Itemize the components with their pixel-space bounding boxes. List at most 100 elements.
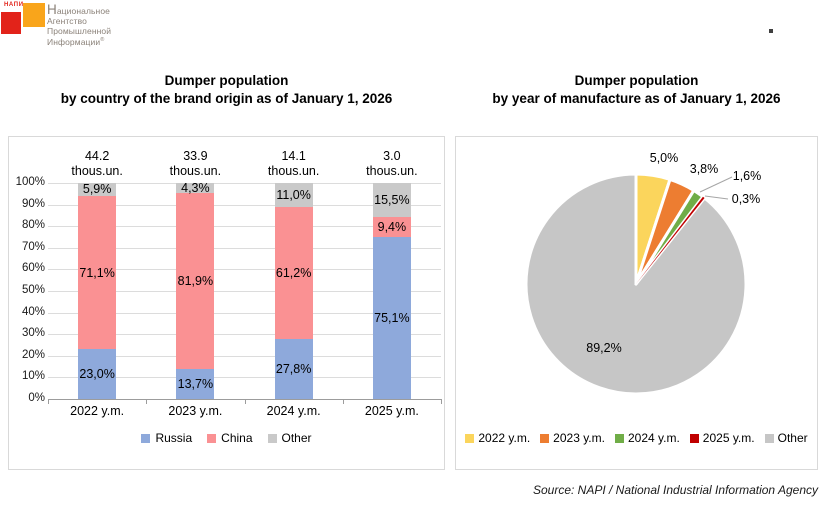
x-axis-category-label: 2022 y.m. [70, 404, 125, 418]
gridline [48, 312, 441, 314]
napi-acronym-text: НАПИ [4, 2, 24, 8]
bar-segment-other: 4,3% [176, 180, 215, 195]
bar: 13,7% 81,9% 4,3% [176, 180, 215, 399]
y-axis-tick-label: 70% [21, 240, 45, 253]
legend-label: 2022 y.m. [478, 431, 531, 445]
legend-label: China [221, 431, 253, 445]
x-axis-category-label: 2023 y.m. [168, 404, 223, 418]
pie-slice-2024-y-m- [634, 188, 705, 286]
y-axis-tick-label: 40% [21, 305, 45, 318]
bar-total-value: 14.1 [281, 149, 306, 163]
legend-marker [207, 433, 217, 443]
bar-segment-label: 5,9% [82, 182, 112, 197]
bar-segment-other: 11,0% [274, 183, 313, 207]
legend-item-2024-y-m-: 2024 y.m. [614, 431, 680, 445]
bar: 75,1% 9,4% 15,5% [372, 183, 411, 399]
legend-label: 2023 y.m. [553, 431, 605, 445]
bar-total-label: 44.2 thous.un. [48, 149, 146, 179]
bar-total-unit: thous.un. [267, 164, 320, 178]
gridline [48, 247, 441, 249]
y-axis-tick-label: 60% [21, 262, 45, 275]
legend-label: 2024 y.m. [627, 431, 680, 445]
bar-total-value: 33.9 [183, 149, 208, 163]
pie-percent-label: 89,2% [586, 341, 622, 355]
legend-item-2022-y-m-: 2022 y.m. [465, 431, 530, 445]
source-note: Source: NAPI / National Industrial Infor… [532, 483, 818, 497]
bar-segment-other: 5,9% [78, 182, 117, 197]
gridline [48, 269, 441, 271]
legend-marker [465, 433, 475, 443]
legend-marker [540, 433, 550, 443]
y-axis-tick-label: 30% [21, 327, 45, 340]
pie-percent-label: 1,6% [732, 169, 762, 183]
gridline [48, 226, 441, 228]
bar-segment-russia: 75,1% [372, 236, 411, 399]
x-axis-tick [441, 399, 442, 404]
legend-marker [141, 433, 151, 443]
napi-logo: НАПИ Национальное Агентство Промышленной… [0, 0, 170, 56]
legend-item-2025-y-m-: 2025 y.m. [689, 431, 755, 445]
legend-item-2023-y-m-: 2023 y.m. [540, 431, 605, 445]
pie-leader-line [699, 176, 733, 193]
bar-segment-other: 15,5% [372, 183, 411, 217]
legend-marker [689, 433, 699, 443]
y-axis-tick-label: 90% [21, 197, 45, 210]
legend-item-other: Other [267, 431, 312, 445]
bar-segment-russia: 23,0% [78, 349, 117, 399]
bar-segment-russia: 13,7% [176, 369, 215, 399]
y-axis-tick-label: 100% [15, 176, 45, 188]
bar-segment-label: 61,2% [275, 265, 312, 280]
bar-total-value: 44.2 [84, 149, 110, 163]
bar-total-unit: thous.un. [169, 164, 222, 178]
bar-segment-label: 11,0% [276, 187, 311, 202]
bar-total-value: 3.0 [383, 149, 401, 163]
napi-orange-square-icon [23, 3, 45, 27]
legend-item-russia: Russia [141, 431, 192, 445]
pie-slice-2025-y-m- [636, 196, 705, 284]
x-axis-line [48, 399, 441, 400]
pie-legend: 2022 y.m. 2023 y.m. 2024 y.m. 2025 y.m. Othe… [456, 431, 817, 445]
bar-segment-label: 9,4% [377, 219, 407, 234]
pie-leader-line [704, 195, 729, 200]
legend-marker [764, 433, 774, 443]
legend-label: Other [281, 431, 312, 445]
y-axis-tick-label: 10% [21, 370, 45, 383]
bar-total-unit: thous.un. [71, 164, 123, 178]
bar: 27,8% 61,2% 11,0% [274, 183, 313, 399]
legend-label: Other [777, 431, 808, 445]
bar-total-label: 3.0 thous.un. [343, 149, 441, 179]
pie-chart-svg [524, 172, 748, 396]
bar-segment-label: 23,0% [79, 367, 115, 382]
y-axis-tick-label: 0% [28, 392, 45, 404]
bar-segment-label: 13,7% [177, 377, 214, 392]
pie-chart-title: Dumper population by year of manufacture… [492, 73, 781, 106]
bar-segment-china: 71,1% [78, 195, 117, 350]
bar-chart-panel: 0% 10% 20% 30% 40% 50% 60% 70% 80% 90% 100% 23,0% 71… [8, 136, 445, 470]
header-dot [769, 29, 773, 33]
bar-segment-label: 4,3% [181, 180, 210, 195]
bar-segment-russia: 27,8% [274, 338, 313, 399]
bar-segment-label: 81,9% [177, 273, 214, 288]
bar-segment-label: 75,1% [374, 310, 410, 325]
pie-chart-panel: 5,0% 3,8% 1,6% 0,3% 89,2% 2022 y.m. 2023 y.m. 2… [455, 136, 818, 470]
pie-percent-label: 0,3% [731, 192, 761, 206]
bar-legend: Russia China Other [9, 431, 444, 445]
gridline [48, 355, 441, 357]
gridline [48, 291, 441, 292]
x-axis-category-label: 2025 y.m. [364, 404, 419, 418]
bar-chart-title: Dumper population by country of the bran… [60, 73, 393, 106]
x-axis-category-label: 2024 y.m. [266, 404, 321, 418]
x-axis-tick [146, 399, 148, 404]
bar-segment-china: 61,2% [274, 206, 313, 339]
gridline [48, 183, 441, 184]
bar-segment-label: 27,8% [275, 361, 312, 376]
y-axis-tick-label: 50% [21, 284, 45, 296]
bar: 23,0% 71,1% 5,9% [78, 182, 117, 399]
bar-segment-china: 9,4% [372, 216, 411, 237]
bar-total-unit: thous.un. [366, 164, 418, 178]
legend-item-other: Other [764, 431, 808, 445]
bar-segment-label: 15,5% [374, 192, 410, 207]
y-axis-tick-label: 80% [21, 219, 45, 232]
bar-segment-label: 71,1% [79, 265, 115, 280]
bar-segment-china: 81,9% [176, 192, 215, 370]
